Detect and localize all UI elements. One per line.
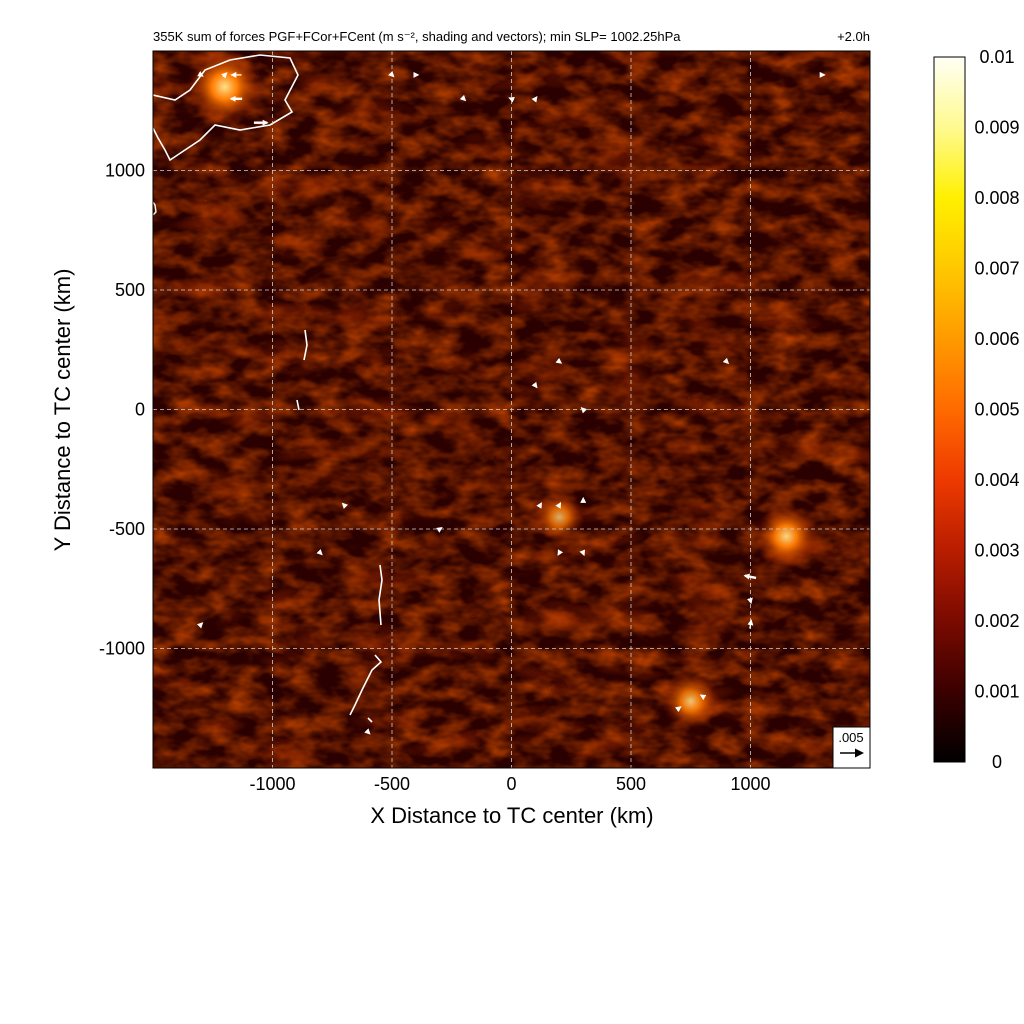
- colorbar-tick-label: 0.008: [974, 188, 1019, 208]
- force-vector: [555, 357, 563, 364]
- force-vector: [197, 71, 204, 77]
- y-tick-label: -500: [109, 519, 145, 539]
- y-axis-label: Y Distance to TC center (km): [50, 269, 75, 552]
- x-tick-label: 500: [616, 774, 646, 794]
- y-tick-label: 0: [135, 400, 145, 420]
- force-vector: [743, 573, 757, 580]
- x-tick-label: 1000: [730, 774, 770, 794]
- x-axis-label: X Distance to TC center (km): [370, 803, 653, 828]
- y-tick-label: 1000: [105, 161, 145, 181]
- coastline-contour: [296, 329, 383, 723]
- reference-vector-label: .005: [838, 730, 863, 745]
- y-axis-ticks: -1000 -500 0 500 1000: [99, 161, 145, 659]
- coastline-contour: [153, 54, 299, 162]
- reference-vector-legend: .005: [832, 726, 871, 769]
- intensity-hotspot: [661, 672, 720, 731]
- force-vector: [747, 619, 754, 629]
- force-vector: [436, 527, 443, 533]
- force-vector: [746, 597, 753, 605]
- colorbar-tick-label: 0.006: [974, 329, 1019, 349]
- time-label: +2.0h: [837, 29, 870, 44]
- force-vector: [722, 357, 730, 365]
- intensity-hotspot: [533, 491, 586, 544]
- colorbar-tick-label: 0.002: [974, 611, 1019, 631]
- y-tick-label: 500: [115, 280, 145, 300]
- force-vector: [580, 407, 588, 414]
- force-vector: [341, 502, 349, 509]
- vector-field: [196, 71, 826, 735]
- force-vector: [221, 72, 228, 79]
- y-tick-label: -1000: [99, 639, 145, 659]
- force-vector: [196, 622, 204, 629]
- force-vector: [364, 728, 371, 735]
- force-vector: [531, 381, 538, 389]
- x-tick-label: 0: [506, 774, 516, 794]
- intensity-hotspot: [186, 51, 263, 125]
- force-vector: [555, 502, 562, 509]
- colorbar-tick-label: 0.009: [974, 118, 1019, 138]
- plot-frame: [152, 50, 871, 769]
- hotspot-layer: [186, 51, 819, 731]
- force-vector: [316, 549, 323, 556]
- x-axis-ticks: -1000 -500 0 500 1000: [249, 774, 770, 794]
- force-vector: [508, 96, 515, 103]
- coastline-contour: [153, 201, 157, 216]
- colorbar-tick-label: 0.004: [974, 470, 1019, 490]
- force-vector: [579, 549, 586, 557]
- force-vector: [531, 95, 538, 103]
- x-tick-label: -500: [374, 774, 410, 794]
- colorbar-tick-label: 0.005: [974, 400, 1019, 420]
- force-vector: [675, 706, 682, 713]
- force-vector: [557, 549, 564, 556]
- colorbar-tick-label: 0.001: [974, 682, 1019, 702]
- colorbar-tick-label: 0.01: [979, 47, 1014, 67]
- force-vector: [536, 502, 542, 509]
- chart-title: 355K sum of forces PGF+FCor+FCent (m s⁻²…: [153, 29, 681, 44]
- force-vector: [699, 694, 707, 701]
- grid-lines: [153, 51, 870, 768]
- force-vector: [388, 71, 395, 78]
- x-tick-label: -1000: [249, 774, 295, 794]
- colorbar-tick-label: 0: [992, 752, 1002, 772]
- intensity-hotspot: [754, 504, 819, 569]
- colorbar-tick-label: 0.007: [974, 259, 1019, 279]
- colorbar: [933, 56, 966, 763]
- colorbar-tick-label: 0.003: [974, 541, 1019, 561]
- colorbar-ticks: 0 0.001 0.002 0.003 0.004 0.005 0.006 0.007 0.00…: [974, 47, 1019, 772]
- force-vector: [459, 94, 467, 102]
